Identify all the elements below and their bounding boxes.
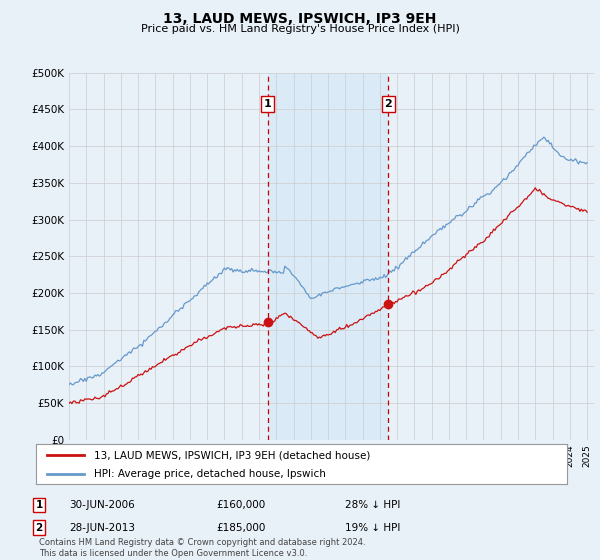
Text: Contains HM Land Registry data © Crown copyright and database right 2024.
This d: Contains HM Land Registry data © Crown c… xyxy=(39,538,365,558)
Text: 28% ↓ HPI: 28% ↓ HPI xyxy=(345,500,400,510)
Text: 19% ↓ HPI: 19% ↓ HPI xyxy=(345,522,400,533)
Text: 2: 2 xyxy=(35,522,43,533)
Text: 13, LAUD MEWS, IPSWICH, IP3 9EH: 13, LAUD MEWS, IPSWICH, IP3 9EH xyxy=(163,12,437,26)
Text: £185,000: £185,000 xyxy=(216,522,265,533)
Text: 1: 1 xyxy=(264,99,271,109)
Text: 13, LAUD MEWS, IPSWICH, IP3 9EH (detached house): 13, LAUD MEWS, IPSWICH, IP3 9EH (detache… xyxy=(94,450,371,460)
Text: 28-JUN-2013: 28-JUN-2013 xyxy=(69,522,135,533)
Text: 30-JUN-2006: 30-JUN-2006 xyxy=(69,500,135,510)
Text: 2: 2 xyxy=(385,99,392,109)
Text: £160,000: £160,000 xyxy=(216,500,265,510)
Bar xyxy=(268,73,388,440)
Text: HPI: Average price, detached house, Ipswich: HPI: Average price, detached house, Ipsw… xyxy=(94,469,326,479)
Text: Price paid vs. HM Land Registry's House Price Index (HPI): Price paid vs. HM Land Registry's House … xyxy=(140,24,460,34)
Text: 1: 1 xyxy=(35,500,43,510)
